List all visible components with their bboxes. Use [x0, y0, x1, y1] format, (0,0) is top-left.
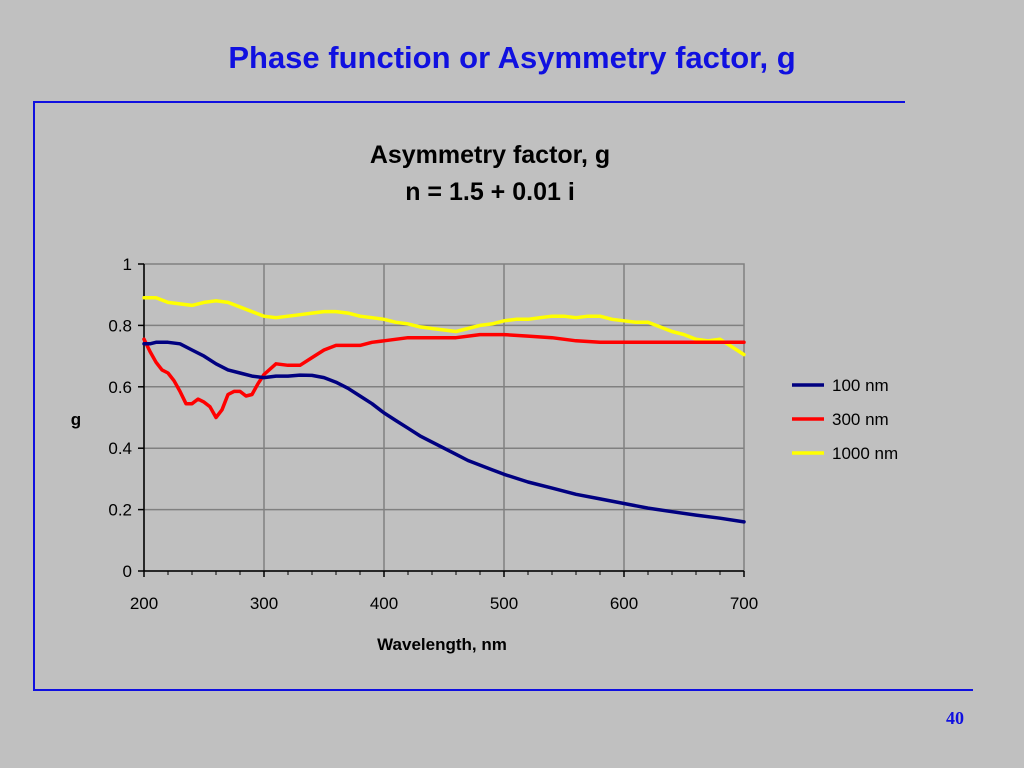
x-tick-label: 300 — [250, 594, 278, 613]
page-number: 40 — [946, 708, 964, 728]
legend-label: 1000 nm — [832, 444, 898, 463]
y-tick-label: 0.8 — [108, 316, 132, 335]
legend-label: 300 nm — [832, 410, 889, 429]
y-tick-label: 0 — [123, 562, 132, 581]
chart-title: Asymmetry factor, g — [370, 141, 610, 169]
top-divider — [33, 101, 905, 103]
series-line-300-nm — [142, 332, 746, 420]
tick-labels: 0 0.2 0.4 0.6 0.8 1 200 300 400 500 600 700 — [108, 255, 758, 613]
x-tick-label: 700 — [730, 594, 758, 613]
y-tick-label: 0.2 — [108, 501, 132, 520]
slide-title: Phase function or Asymmetry factor, g — [228, 40, 796, 75]
bottom-divider — [33, 689, 973, 691]
x-tick-label: 600 — [610, 594, 638, 613]
series-line-1000-nm — [142, 296, 746, 357]
series-line-100-nm — [142, 340, 746, 524]
x-axis-label: Wavelength, nm — [377, 635, 507, 654]
x-tick-label: 500 — [490, 594, 518, 613]
x-tick-label: 400 — [370, 594, 398, 613]
y-axis-label: g — [71, 410, 81, 429]
y-tick-label: 0.4 — [108, 439, 132, 458]
left-divider — [33, 101, 35, 691]
legend-label: 100 nm — [832, 376, 889, 395]
chart-subtitle: n = 1.5 + 0.01 i — [405, 178, 575, 206]
series-lines — [142, 296, 746, 524]
legend: 100 nm 300 nm 1000 nm — [792, 376, 898, 463]
y-tick-label: 1 — [123, 255, 132, 274]
x-tick-label: 200 — [130, 594, 158, 613]
y-tick-label: 0.6 — [108, 378, 132, 397]
axes — [138, 263, 745, 577]
gridlines — [143, 263, 745, 572]
plot-area — [143, 263, 745, 572]
